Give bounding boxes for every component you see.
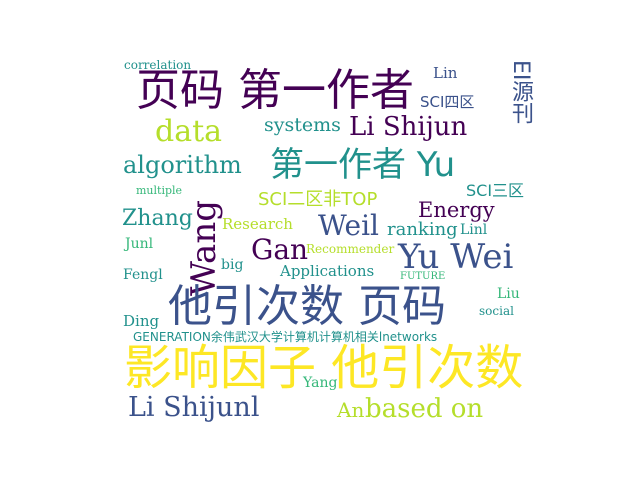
word-lin: Lin <box>433 64 458 82</box>
word-generation-line: GENERATION余伟武汉大学计算机计算机相关lnetworks <box>133 330 438 344</box>
word-sci-second-zone-non-top: SCI二区非TOP <box>258 189 378 210</box>
word-weil: Weil <box>318 209 379 242</box>
word-ei-journal: EI源刊 <box>508 60 533 125</box>
word-recommender: Recommender <box>306 242 395 256</box>
word-correlation: correlation <box>124 58 192 72</box>
word-diyizuozhe-yu: 第一作者 Yu <box>270 145 456 185</box>
word-an: An <box>337 398 365 422</box>
word-li-shijun: Li Shijun <box>349 112 468 142</box>
word-big: big <box>221 257 244 273</box>
word-multiple: multiple <box>136 184 183 197</box>
word-algorithm: algorithm <box>123 151 242 179</box>
word-taying-yema: 他引次数 页码 <box>168 281 446 332</box>
word-zhang: Zhang <box>122 206 193 231</box>
word-yema-diyizuozhe: 页码 第一作者 <box>136 65 414 116</box>
word-junl: Junl <box>125 236 154 252</box>
word-li-shijunl: Li Shijunl <box>128 392 260 423</box>
word-impact-taying: 影响因子 他引次数 <box>124 340 524 396</box>
word-sci-fourth-zone: SCI四区 <box>420 93 475 111</box>
word-ranking: ranking <box>387 219 458 240</box>
word-social: social <box>479 304 514 318</box>
word-yang: Yang <box>303 375 338 391</box>
word-based-on: based on <box>365 394 484 424</box>
word-applications: Applications <box>280 262 375 280</box>
word-future: FUTURE <box>400 271 446 282</box>
word-linl: Linl <box>460 222 488 238</box>
word-yu-wei: Yu Wei <box>398 237 514 277</box>
word-gan: Gan <box>251 233 309 266</box>
word-sci-third-zone: SCI三区 <box>466 181 525 200</box>
word-data: data <box>155 114 223 149</box>
word-energy: Energy <box>418 198 495 222</box>
word-systems: systems <box>264 114 341 136</box>
word-research: Research <box>222 215 293 233</box>
word-liu: Liu <box>497 286 520 302</box>
word-ding: Ding <box>123 312 160 330</box>
word-fengl: Fengl <box>123 267 163 283</box>
